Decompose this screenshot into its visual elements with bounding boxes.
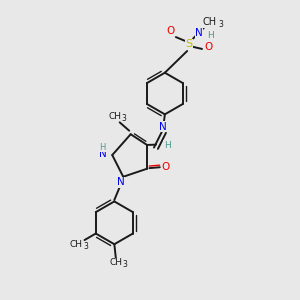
- Text: 3: 3: [218, 20, 223, 29]
- Text: S: S: [185, 40, 192, 50]
- Text: 3: 3: [83, 242, 88, 251]
- Text: O: O: [161, 162, 169, 172]
- Text: CH: CH: [109, 258, 122, 267]
- Text: N: N: [195, 28, 203, 38]
- Text: O: O: [204, 43, 213, 52]
- Text: N: N: [160, 122, 167, 132]
- Text: O: O: [167, 26, 175, 36]
- Text: H: H: [207, 31, 214, 40]
- Text: 3: 3: [122, 260, 127, 269]
- Text: CH: CH: [70, 240, 83, 249]
- Text: CH: CH: [202, 17, 217, 27]
- Text: N: N: [117, 177, 125, 187]
- Text: H: H: [100, 142, 106, 152]
- Text: CH: CH: [108, 112, 121, 121]
- Text: H: H: [164, 141, 171, 150]
- Text: 3: 3: [121, 114, 126, 123]
- Text: N: N: [99, 149, 106, 160]
